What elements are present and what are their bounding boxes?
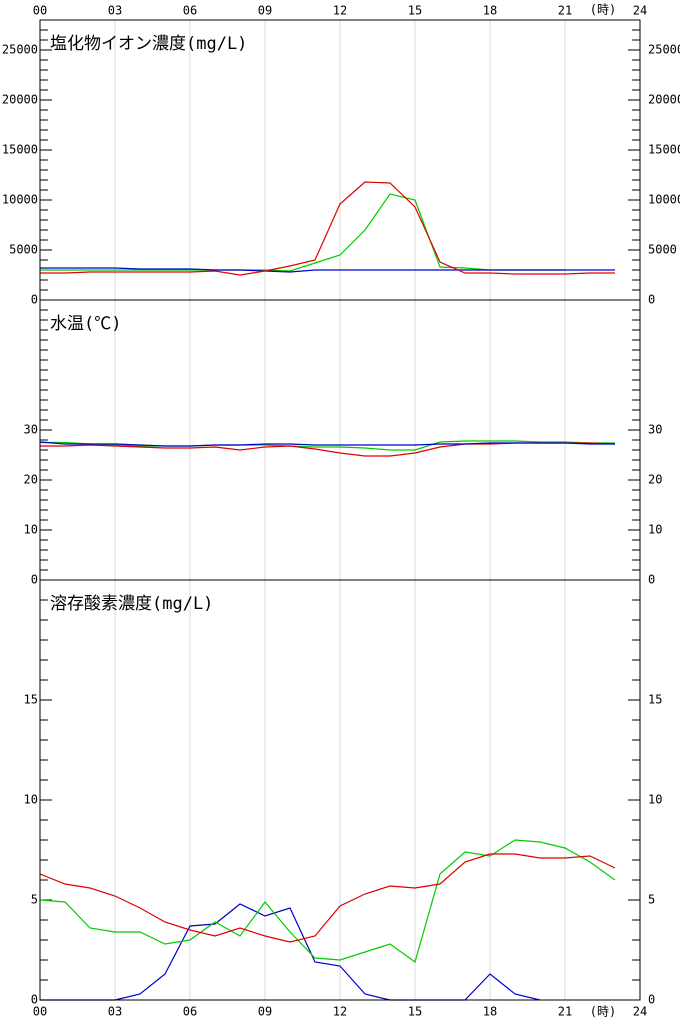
data-line bbox=[39, 853, 616, 943]
y-tick-label: 5 bbox=[648, 893, 655, 907]
y-tick-label: 25000 bbox=[2, 43, 38, 57]
y-tick-label: 0 bbox=[31, 573, 38, 587]
x-tick-label: 00 bbox=[33, 4, 47, 18]
y-tick-label: 15000 bbox=[648, 143, 680, 157]
y-tick-label: 15 bbox=[648, 693, 662, 707]
x-axis-label: (時) bbox=[590, 3, 616, 17]
y-tick-label: 20000 bbox=[2, 93, 38, 107]
y-tick-label: 0 bbox=[648, 993, 655, 1007]
y-tick-label: 10000 bbox=[648, 193, 680, 207]
x-tick-label: 12 bbox=[333, 1005, 347, 1019]
x-tick-label: 06 bbox=[183, 4, 197, 18]
x-tick-label: 03 bbox=[108, 4, 122, 18]
x-tick-label: 24 bbox=[633, 4, 647, 18]
data-line bbox=[40, 267, 615, 273]
data-line bbox=[40, 440, 615, 451]
chart-title: 塩化物イオン濃度(mg/L) bbox=[50, 34, 247, 54]
y-tick-label: 10 bbox=[24, 793, 38, 807]
y-tick-label: 10 bbox=[24, 523, 38, 537]
chart-title: 溶存酸素濃度(mg/L) bbox=[50, 594, 213, 614]
x-tick-label: 15 bbox=[408, 1005, 422, 1019]
plot-frame bbox=[39, 579, 641, 1001]
x-tick-label: 21 bbox=[558, 4, 572, 18]
x-tick-label: 09 bbox=[258, 1005, 272, 1019]
y-tick-label: 0 bbox=[31, 993, 38, 1007]
y-tick-label: 0 bbox=[31, 293, 38, 307]
y-tick-label: 15000 bbox=[2, 143, 38, 157]
x-tick-label: 03 bbox=[108, 1005, 122, 1019]
y-tick-label: 5000 bbox=[9, 243, 38, 257]
x-axis-label: (時) bbox=[590, 1005, 616, 1019]
chart-title: 水温(℃) bbox=[50, 314, 121, 334]
y-tick-label: 0 bbox=[648, 293, 655, 307]
y-tick-label: 25000 bbox=[648, 43, 680, 57]
y-tick-label: 30 bbox=[648, 423, 662, 437]
y-tick-label: 20000 bbox=[648, 93, 680, 107]
y-tick-label: 5 bbox=[31, 893, 38, 907]
y-tick-label: 10 bbox=[648, 523, 662, 537]
x-tick-label: 18 bbox=[483, 4, 497, 18]
y-tick-label: 0 bbox=[648, 573, 655, 587]
y-tick-label: 10000 bbox=[2, 193, 38, 207]
x-tick-label: 15 bbox=[408, 4, 422, 18]
y-tick-label: 20 bbox=[648, 473, 662, 487]
x-tick-label: 09 bbox=[258, 4, 272, 18]
x-tick-label: 00 bbox=[33, 1005, 47, 1019]
data-line bbox=[39, 839, 616, 963]
y-tick-label: 30 bbox=[24, 423, 38, 437]
y-tick-label: 5000 bbox=[648, 243, 677, 257]
x-tick-label: 06 bbox=[183, 1005, 197, 1019]
data-line bbox=[39, 441, 615, 447]
y-tick-label: 15 bbox=[24, 693, 38, 707]
x-tick-label: 12 bbox=[333, 4, 347, 18]
x-tick-label: 18 bbox=[483, 1005, 497, 1019]
data-line bbox=[40, 181, 615, 276]
y-tick-label: 20 bbox=[24, 473, 38, 487]
x-tick-label: 21 bbox=[558, 1005, 572, 1019]
data-line bbox=[40, 193, 565, 272]
x-tick-label: 24 bbox=[633, 1005, 647, 1019]
y-tick-label: 10 bbox=[648, 793, 662, 807]
